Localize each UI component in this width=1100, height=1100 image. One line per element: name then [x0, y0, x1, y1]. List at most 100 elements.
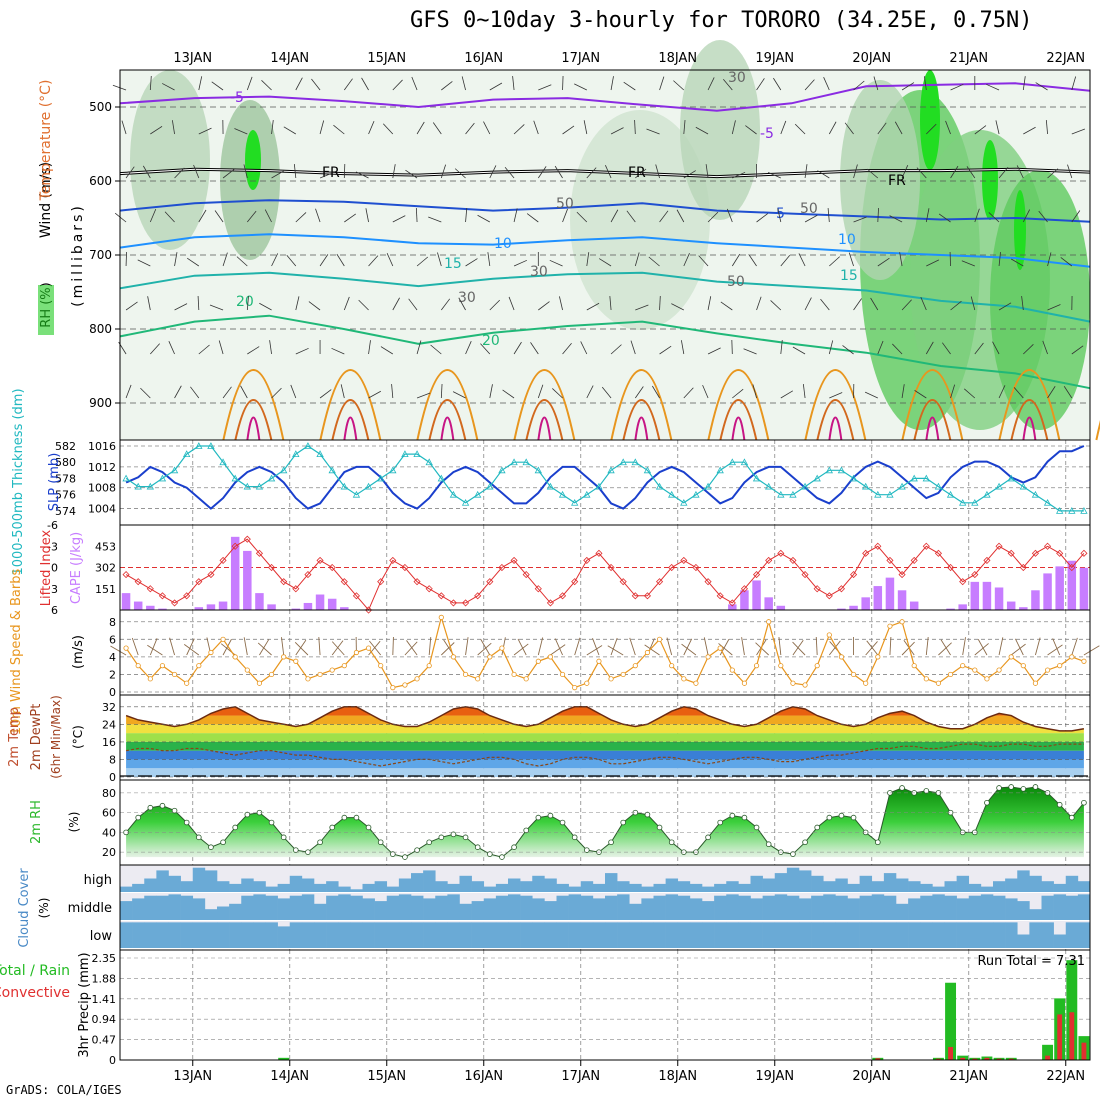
y-tick-label: 800: [89, 322, 112, 336]
wind-barb: [804, 79, 815, 91]
wind-barb: [174, 252, 178, 267]
thickness-point: [680, 498, 688, 506]
cloud-cell: [1065, 922, 1079, 948]
rh-contour-fill: [130, 70, 210, 250]
contour-label: -5: [760, 126, 774, 142]
cloud-cell: [544, 922, 557, 948]
cloud-cell: [1029, 909, 1042, 920]
wind-barb: [1071, 128, 1086, 135]
wind-barb: [537, 637, 544, 656]
wind-barb: [702, 384, 709, 399]
thickness-point: [765, 482, 773, 490]
cape-bar: [194, 607, 204, 610]
cape-bar: [1043, 573, 1052, 610]
rh-point: [717, 819, 723, 826]
wind-barb: [550, 644, 566, 656]
cape-bar: [291, 608, 301, 610]
thickness-tick-label: 580: [55, 456, 76, 469]
temp-contour-line: [119, 82, 1091, 112]
li-point: [340, 578, 348, 586]
wind-speed-point: [196, 663, 202, 669]
cloud-cell: [471, 922, 485, 948]
cloud-cell: [1029, 922, 1042, 948]
rh-point: [232, 824, 238, 831]
wind-barb: [901, 299, 912, 311]
wind-barb: [150, 126, 163, 135]
wind-barb: [731, 120, 736, 135]
cloud-cell: [411, 922, 424, 948]
thickness-point: [449, 490, 458, 498]
wind-barb: [246, 296, 249, 311]
cloud-cell: [326, 881, 339, 892]
wind-barb: [380, 346, 394, 355]
li-point: [231, 542, 239, 550]
wind-barb: [962, 637, 966, 656]
wind-speed-point: [753, 663, 760, 669]
wind-barb: [392, 297, 400, 311]
wind-barb: [437, 252, 442, 267]
wind-barb: [477, 214, 491, 223]
thickness-point: [934, 482, 943, 490]
wind-barb: [870, 297, 879, 311]
wind-barb: [923, 76, 927, 91]
wind-barb: [681, 643, 697, 656]
wind-speed-point: [984, 676, 990, 682]
rh-tick-label: 20: [102, 846, 116, 859]
thickness-point: [377, 474, 385, 482]
wind-speed-point: [1008, 654, 1014, 660]
rh-point: [499, 854, 505, 860]
wind-speed-point: [899, 619, 905, 625]
wind-tick-label: 6: [109, 633, 116, 646]
wind-speed-point: [547, 654, 554, 660]
thickness-tick-label: 582: [55, 440, 76, 453]
wind-barb: [659, 76, 665, 91]
wind-speed-point: [644, 649, 651, 656]
wind-barb: [343, 78, 353, 91]
cape-bar: [1006, 601, 1016, 610]
rh-point: [511, 844, 517, 850]
cloud-cell: [738, 922, 751, 948]
wind-barb: [683, 170, 696, 179]
wind-barb: [430, 344, 442, 355]
wind-barb: [974, 208, 980, 223]
wind-barb: [319, 389, 332, 399]
wind-barb: [998, 385, 1006, 399]
li-point: [595, 549, 603, 557]
cloud-cell: [1053, 934, 1067, 948]
wind-barb: [368, 255, 379, 267]
cloud-cell: [483, 886, 497, 892]
chart-title: GFS 0~10day 3-hourly for TORORO (34.25E,…: [410, 8, 1033, 33]
wind-barb: [247, 346, 260, 355]
wind-barb: [817, 170, 830, 179]
rh-point: [765, 841, 772, 848]
wind-barb: [703, 637, 709, 656]
cloud-cell: [908, 922, 921, 948]
cloud-cell: [362, 883, 375, 892]
cloud-cell: [677, 895, 691, 920]
wind-barb: [938, 213, 951, 223]
cloud-cell: [617, 922, 630, 948]
cloud-cell: [1017, 901, 1030, 920]
wind-barb: [286, 255, 297, 267]
thickness-point: [583, 490, 591, 498]
cloud-cell: [568, 922, 582, 948]
rh-point: [402, 854, 408, 860]
li-point: [971, 571, 979, 579]
wind-barb: [368, 390, 382, 399]
thickness-point: [474, 490, 482, 498]
wind-speed-point: [669, 663, 675, 669]
wind-barb: [732, 388, 744, 399]
wind-barb: [988, 212, 1000, 223]
cloud-cell: [495, 895, 509, 920]
wind-speed-point: [766, 619, 772, 625]
temp-contour-surface: [440, 416, 455, 441]
cape-bar: [752, 580, 761, 610]
wind-barb: [416, 256, 429, 267]
precip-conv-bar: [984, 1057, 990, 1060]
panel8-ylabel-a: Total / Rain: [0, 963, 70, 979]
li-point: [1056, 549, 1064, 557]
wind-barb: [756, 78, 765, 91]
wind-speed-line: [125, 615, 1085, 689]
li-point: [1019, 563, 1027, 572]
wind-barb: [1047, 386, 1056, 399]
